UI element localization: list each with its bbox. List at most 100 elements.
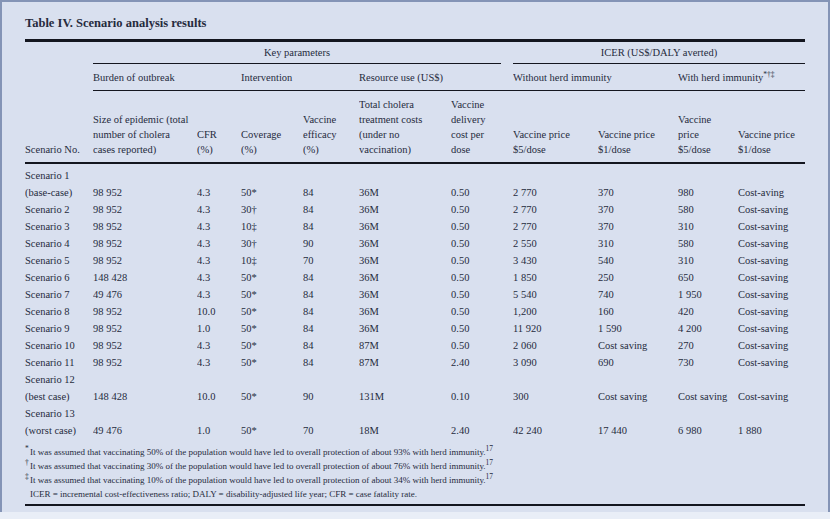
table-row: Scenario 13(worst case)49 4761.050*7018M… <box>25 405 805 439</box>
value-cell: 84 <box>303 354 359 371</box>
value-cell: 98 952 <box>93 252 197 269</box>
value-cell: 84 <box>303 286 359 303</box>
value-cell: 0.50 <box>451 163 501 201</box>
value-cell: 87M <box>359 337 451 354</box>
value-cell: 17 440 <box>598 405 678 439</box>
value-cell: 310 <box>678 218 738 235</box>
table-row: Scenario 898 95210.050*8436M0.501,200160… <box>25 303 805 320</box>
footnote-double-dagger: ‡It was assumed that vaccinating 10% of … <box>25 473 805 487</box>
value-cell: 980 <box>678 163 738 201</box>
value-cell: Cost-saving <box>738 286 805 303</box>
value-cell: 310 <box>598 235 678 252</box>
table-body: Scenario 1(base-case)98 9524.350*8436M0.… <box>25 163 805 439</box>
value-cell: 98 952 <box>93 201 197 218</box>
value-cell: 0.50 <box>451 201 501 218</box>
table-row: Scenario 6148 4284.350*8436M0.501 850250… <box>25 269 805 286</box>
spacer-cell <box>501 371 513 405</box>
value-cell: 2 550 <box>513 235 598 252</box>
table-row: Scenario 1098 9524.350*8487M0.502 060Cos… <box>25 337 805 354</box>
table-title: Table IV. Scenario analysis results <box>25 16 805 31</box>
value-cell: 310 <box>678 252 738 269</box>
value-cell: 4.3 <box>197 252 241 269</box>
value-cell: 87M <box>359 354 451 371</box>
value-cell: 10.0 <box>197 371 241 405</box>
col-price5-without: Vaccine price $5/dose <box>513 91 598 164</box>
value-cell: Cost saving <box>678 371 738 405</box>
value-cell: 36M <box>359 252 451 269</box>
value-cell: 0.50 <box>451 337 501 354</box>
value-cell: 690 <box>598 354 678 371</box>
footnote-asterisk: *It was assumed that vaccinating 50% of … <box>25 445 805 459</box>
value-cell: 4.3 <box>197 269 241 286</box>
footnotes: *It was assumed that vaccinating 50% of … <box>25 445 805 501</box>
group-icer: ICER (US$/DALY averted) <box>513 42 805 64</box>
spacer-cell <box>501 354 513 371</box>
scenario-cell: Scenario 6 <box>25 269 93 286</box>
table-row: Scenario 598 9524.310‡7036M0.503 4305403… <box>25 252 805 269</box>
value-cell: 50* <box>241 371 303 405</box>
value-cell: 70 <box>303 405 359 439</box>
value-cell: 98 952 <box>93 354 197 371</box>
value-cell: 2 770 <box>513 218 598 235</box>
scenario-cell: Scenario 5 <box>25 252 93 269</box>
subgroup-resource-use: Resource use (US$) <box>359 64 501 91</box>
value-cell: 90 <box>303 371 359 405</box>
value-cell: 0.50 <box>451 235 501 252</box>
value-cell: 300 <box>513 371 598 405</box>
col-scenario-no: Scenario No. <box>25 91 93 164</box>
value-cell: 6 980 <box>678 405 738 439</box>
value-cell: Cost-saving <box>738 303 805 320</box>
value-cell: Cost saving <box>598 371 678 405</box>
value-cell: 730 <box>678 354 738 371</box>
spacer-cell <box>501 163 513 201</box>
col-treatment-costs: Total cholera treatment costs (under no … <box>359 91 451 164</box>
value-cell: 1 590 <box>598 320 678 337</box>
value-cell: 2.40 <box>451 405 501 439</box>
spacer-cell <box>501 269 513 286</box>
value-cell: 740 <box>598 286 678 303</box>
value-cell: 50* <box>241 269 303 286</box>
subgroup-header-row: Burden of outbreak Intervention Resource… <box>25 64 805 91</box>
value-cell: 36M <box>359 163 451 201</box>
subgroup-intervention: Intervention <box>241 64 359 91</box>
value-cell: 36M <box>359 218 451 235</box>
value-cell: 98 952 <box>93 303 197 320</box>
col-cfr: CFR (%) <box>197 91 241 164</box>
footnote-abbreviations: ICER = incremental cost-effectiveness ra… <box>25 487 805 501</box>
spacer-cell <box>501 64 513 91</box>
value-cell: 10‡ <box>241 218 303 235</box>
value-cell: 370 <box>598 201 678 218</box>
value-cell: 98 952 <box>93 218 197 235</box>
column-header-row: Scenario No. Size of epidemic (total num… <box>25 91 805 164</box>
value-cell: 36M <box>359 269 451 286</box>
scenario-cell: Scenario 4 <box>25 235 93 252</box>
scenario-cell: Scenario 10 <box>25 337 93 354</box>
value-cell: 50* <box>241 405 303 439</box>
value-cell: 18M <box>359 405 451 439</box>
value-cell: 10.0 <box>197 303 241 320</box>
value-cell: 30† <box>241 235 303 252</box>
subgroup-burden-of-outbreak: Burden of outbreak <box>93 64 241 91</box>
subgroup-with-herd-immunity: With herd immunity*†‡ <box>678 64 805 91</box>
value-cell: 1,200 <box>513 303 598 320</box>
value-cell: 5 540 <box>513 286 598 303</box>
value-cell: 84 <box>303 303 359 320</box>
table-row: Scenario 398 9524.310‡8436M0.502 7703703… <box>25 218 805 235</box>
col-price1-without: Vaccine price $1/dose <box>598 91 678 164</box>
value-cell: 650 <box>678 269 738 286</box>
spacer-cell <box>501 235 513 252</box>
value-cell: 1 880 <box>738 405 805 439</box>
spacer-cell <box>501 337 513 354</box>
value-cell: 36M <box>359 235 451 252</box>
value-cell: 0.50 <box>451 320 501 337</box>
value-cell: 370 <box>598 163 678 201</box>
value-cell: 148 428 <box>93 371 197 405</box>
value-cell: 250 <box>598 269 678 286</box>
spacer-cell <box>501 320 513 337</box>
bottom-rule <box>25 504 805 506</box>
value-cell: Cost-saving <box>738 269 805 286</box>
value-cell: 49 476 <box>93 405 197 439</box>
value-cell: 98 952 <box>93 235 197 252</box>
spacer-cell <box>501 303 513 320</box>
scenario-cell: Scenario 9 <box>25 320 93 337</box>
